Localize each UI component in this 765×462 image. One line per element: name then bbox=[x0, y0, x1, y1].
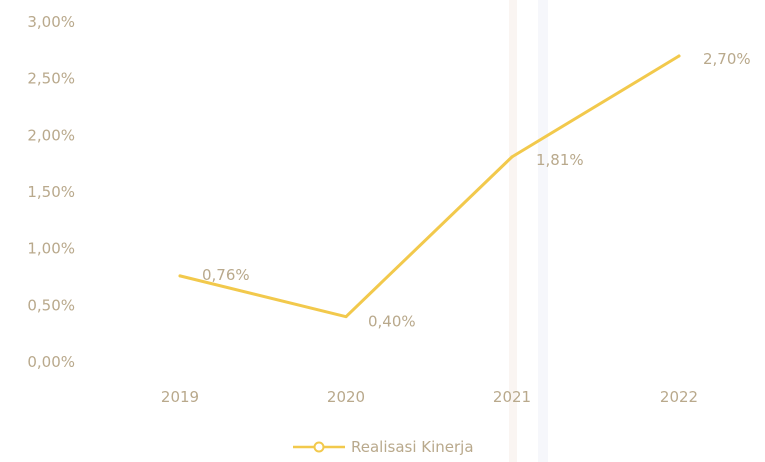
scan-artifact-band-right bbox=[538, 0, 548, 462]
data-point bbox=[344, 315, 348, 319]
y-tick-label: 0,50% bbox=[27, 296, 75, 314]
data-point bbox=[510, 155, 514, 159]
data-label: 1,81% bbox=[536, 151, 584, 169]
legend-marker-icon bbox=[313, 441, 325, 453]
data-point bbox=[677, 54, 681, 58]
x-axis: 2019 2020 2021 2022 bbox=[161, 388, 698, 406]
y-tick-label: 3,00% bbox=[27, 13, 75, 31]
data-label: 0,40% bbox=[368, 313, 416, 331]
x-tick-label: 2021 bbox=[493, 388, 531, 406]
data-label: 0,76% bbox=[202, 266, 250, 284]
scan-artifact-band-left bbox=[509, 0, 517, 462]
x-tick-label: 2020 bbox=[327, 388, 365, 406]
y-axis: 0,00% 0,50% 1,00% 1,50% 2,00% 2,50% 3,00% bbox=[27, 13, 75, 371]
data-point bbox=[178, 274, 182, 278]
data-labels: 0,76% 0,40% 1,81% 2,70% bbox=[202, 50, 751, 331]
x-tick-label: 2022 bbox=[660, 388, 698, 406]
series-layer bbox=[178, 54, 681, 319]
y-tick-label: 0,00% bbox=[27, 353, 75, 371]
legend-label: Realisasi Kinerja bbox=[351, 438, 474, 456]
y-tick-label: 2,00% bbox=[27, 126, 75, 144]
data-label: 2,70% bbox=[703, 50, 751, 68]
y-tick-label: 2,50% bbox=[27, 70, 75, 88]
series-line bbox=[178, 54, 681, 319]
y-tick-label: 1,50% bbox=[27, 183, 75, 201]
x-tick-label: 2019 bbox=[161, 388, 199, 406]
legend: Realisasi Kinerja bbox=[293, 438, 474, 456]
y-tick-label: 1,00% bbox=[27, 240, 75, 258]
